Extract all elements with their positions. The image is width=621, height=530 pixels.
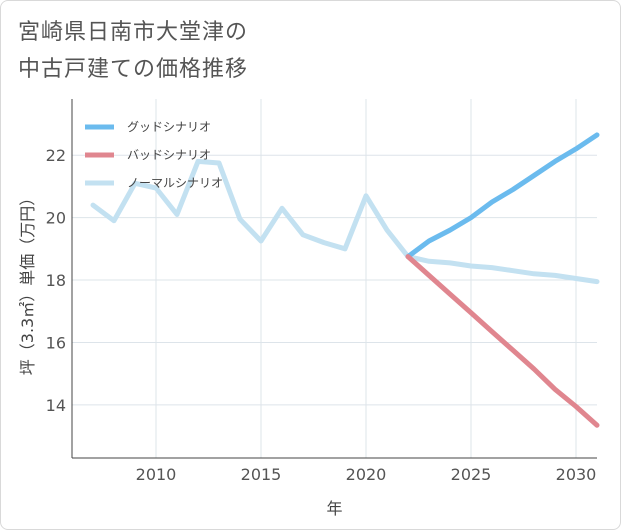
series-line-bad bbox=[405, 254, 600, 428]
x-tick-labels: 2010 2015 2020 2025 2030 bbox=[136, 465, 597, 484]
grid-lines bbox=[72, 99, 597, 458]
x-tick-label-2025: 2025 bbox=[451, 465, 492, 484]
x-tick-label-2030: 2030 bbox=[556, 465, 597, 484]
chart-title-line-2: 中古戸建ての価格推移 bbox=[18, 57, 249, 82]
y-tick-label-18: 18 bbox=[46, 271, 66, 290]
y-tick-label-14: 14 bbox=[46, 396, 66, 415]
chart-title-line-1: 宮崎県日南市大堂津の bbox=[18, 20, 249, 45]
y-tick-label-20: 20 bbox=[46, 209, 66, 228]
series-lines bbox=[90, 132, 600, 428]
x-axis-title: 年 bbox=[326, 499, 342, 518]
legend-label-normal: ノーマルシナリオ bbox=[127, 176, 223, 190]
y-axis-title: 坪（3.3㎡）単価（万円） bbox=[18, 190, 37, 375]
legend-label-bad: バッドシナリオ bbox=[127, 148, 211, 162]
y-tick-label-16: 16 bbox=[46, 333, 66, 352]
legend-label-good: グッドシナリオ bbox=[127, 120, 211, 134]
plot-border bbox=[71, 99, 597, 459]
x-tick-label-2015: 2015 bbox=[241, 465, 282, 484]
series-line-normal bbox=[90, 158, 600, 285]
x-tick-label-2020: 2020 bbox=[346, 465, 387, 484]
series-line-good bbox=[405, 132, 600, 260]
y-tick-labels: 14 16 18 20 22 bbox=[46, 146, 66, 415]
chart-title: 宮崎県日南市大堂津の 中古戸建ての価格推移 bbox=[18, 14, 248, 88]
x-tick-label-2010: 2010 bbox=[136, 465, 177, 484]
y-tick-label-22: 22 bbox=[46, 146, 66, 165]
